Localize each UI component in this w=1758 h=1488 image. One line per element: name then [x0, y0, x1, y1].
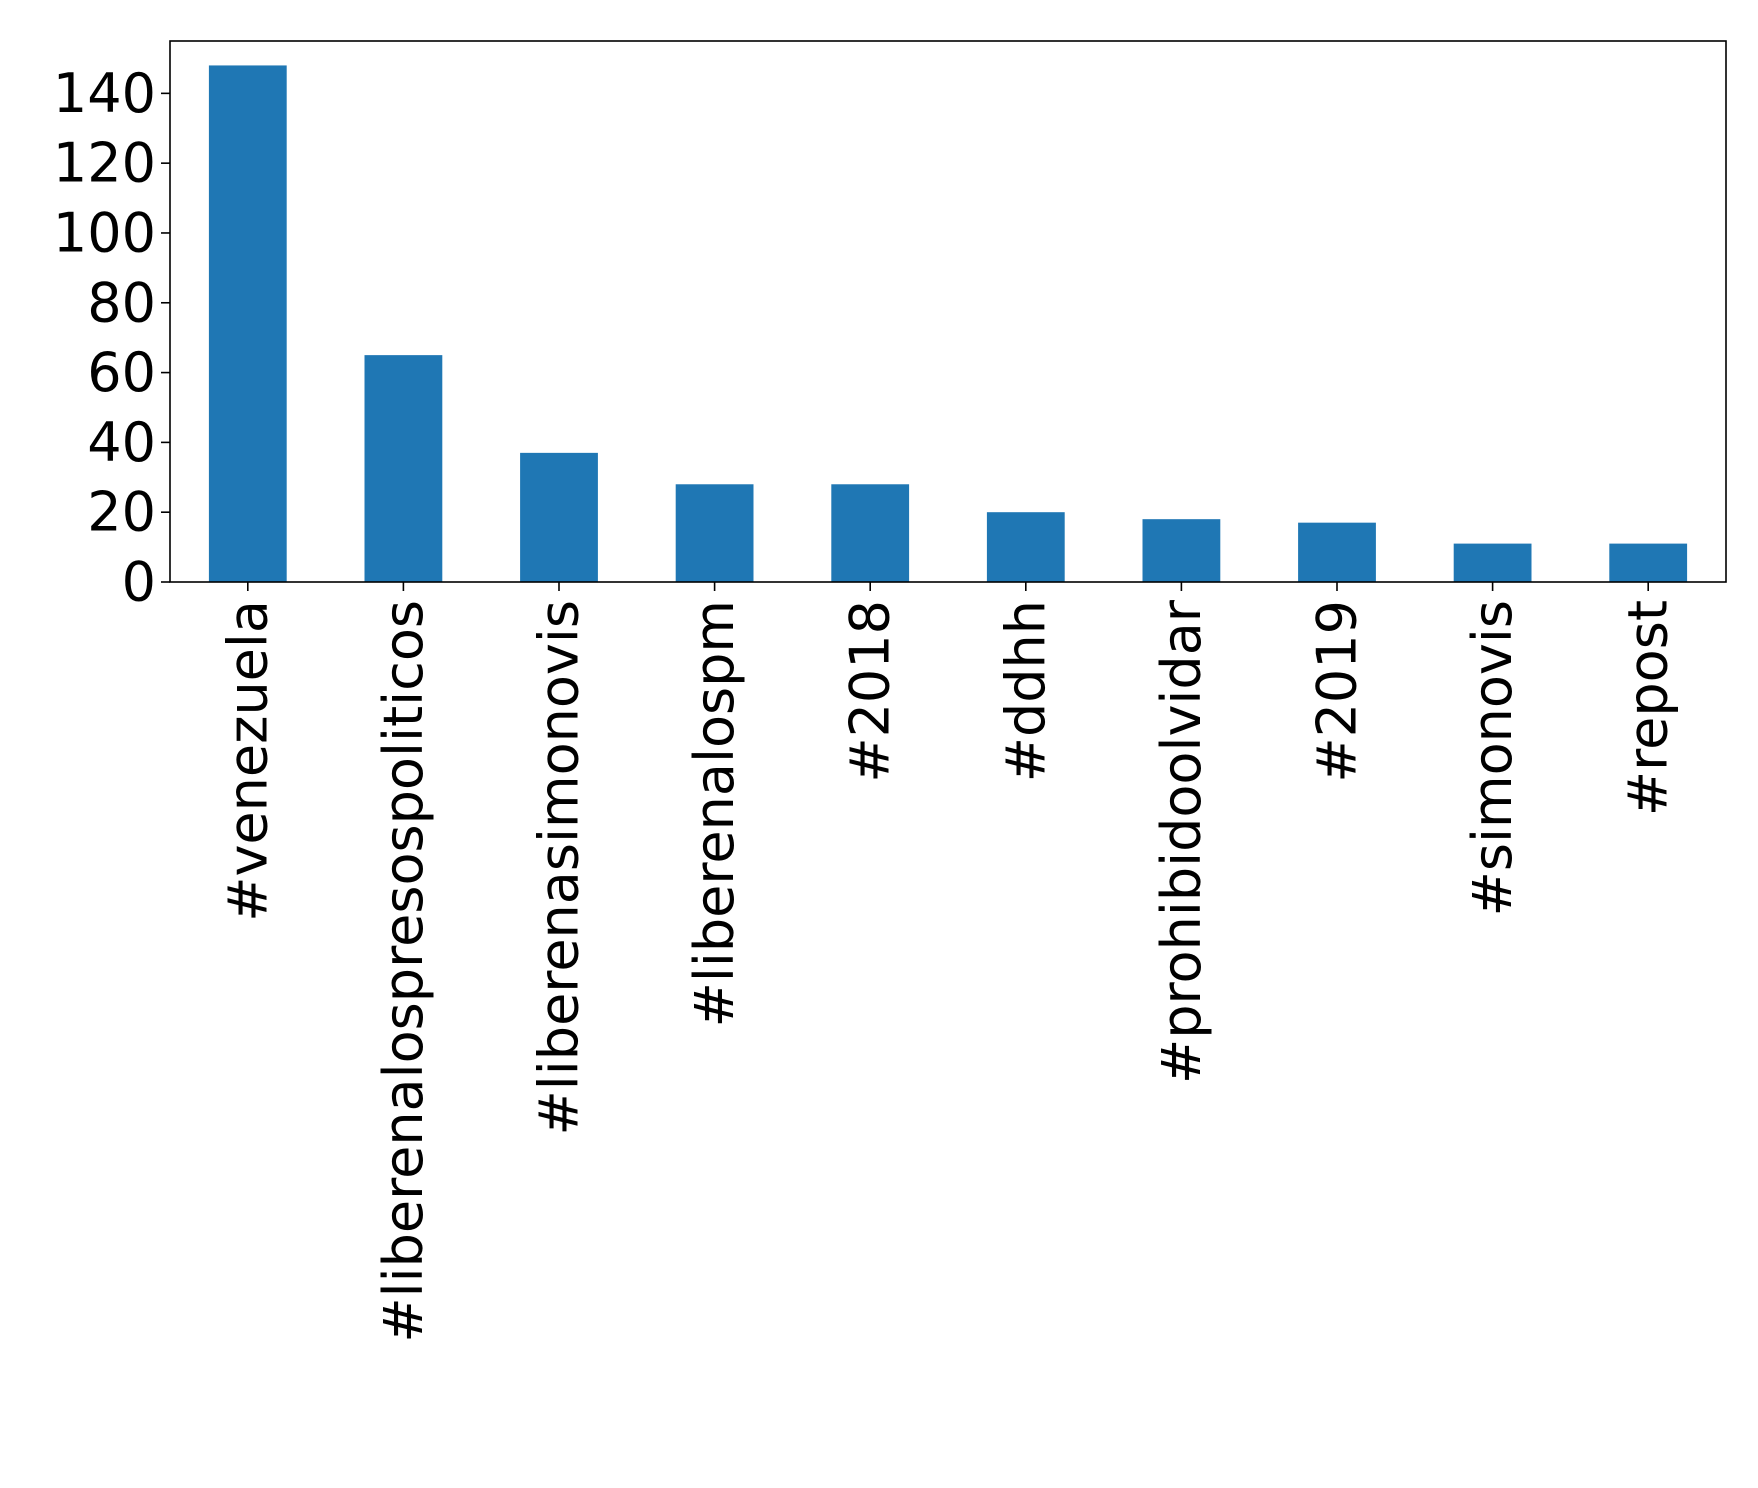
x-tick-label: #venezuela: [216, 600, 279, 922]
bar-2018: [831, 484, 910, 582]
x-tick-label: #repost: [1617, 600, 1680, 816]
x-tick-label: #liberenasimonovis: [528, 600, 591, 1135]
y-tick-label: 80: [87, 271, 156, 334]
x-tick-label: #liberenalospresospoliticos: [372, 600, 435, 1343]
y-tick-label: 120: [53, 132, 156, 195]
bar-simonovis: [1453, 543, 1532, 582]
bar-liberenalospm: [675, 484, 754, 582]
x-tick-label: #2019: [1306, 600, 1369, 783]
y-tick-label: 140: [53, 62, 156, 125]
bar-ddhh: [986, 512, 1065, 582]
y-tick-label: 60: [87, 341, 156, 404]
bar-venezuela: [208, 65, 287, 583]
x-tick-label: #ddhh: [994, 600, 1057, 782]
bar-repost: [1609, 543, 1688, 582]
bar-liberenalospresospoliticos: [364, 355, 443, 582]
y-tick-label: 20: [87, 481, 156, 544]
bar-prohibidoolvidar: [1142, 519, 1221, 582]
bar-2019: [1298, 522, 1376, 582]
bars-group: [208, 65, 1688, 583]
x-tick-label: #simonovis: [1461, 600, 1524, 916]
x-tick-label: #2018: [839, 600, 902, 783]
x-axis: #venezuela #liberenalospresospoliticos #li…: [216, 582, 1680, 1343]
y-tick-label: 0: [122, 551, 156, 614]
x-tick-label: #prohibidoolvidar: [1150, 599, 1213, 1084]
bar-liberenasimonovis: [520, 452, 598, 582]
x-tick-label: #liberenalospm: [683, 600, 746, 1027]
y-tick-label: 40: [87, 411, 156, 474]
y-tick-label: 100: [53, 201, 156, 264]
plot-frame: [169, 40, 1727, 583]
